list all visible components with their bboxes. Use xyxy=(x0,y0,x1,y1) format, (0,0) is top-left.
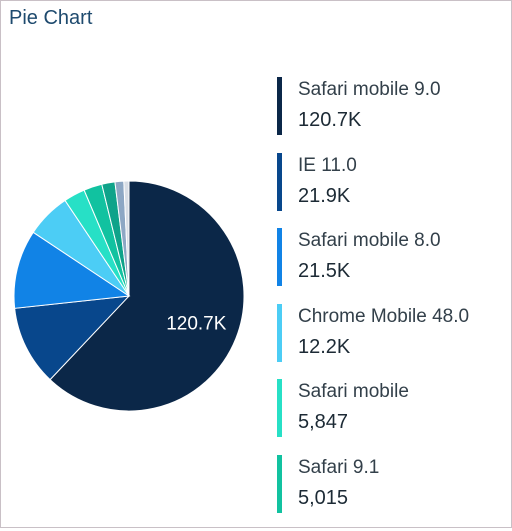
legend-swatch xyxy=(277,152,282,211)
legend-value: 120.7K xyxy=(298,109,362,131)
legend-label: Chrome Mobile 48.0 xyxy=(298,305,470,327)
legend-item[interactable]: Safari 9.1 5,015 xyxy=(277,454,511,513)
legend-item[interactable]: Safari mobile 9.0 120.7K xyxy=(277,77,511,135)
legend-swatch xyxy=(277,303,282,362)
pie-slice[interactable] xyxy=(49,180,245,412)
legend-item[interactable]: IE 11.0 21.9K xyxy=(277,152,511,211)
legend: Safari mobile 9.0 120.7K IE 11.0 21.9K S… xyxy=(277,77,511,531)
legend-label: Safari mobile xyxy=(298,381,409,403)
legend-label: IE 11.0 xyxy=(298,154,357,176)
legend-swatch xyxy=(277,77,282,135)
legend-value: 21.5K xyxy=(298,260,351,283)
slice-data-label: 120.7K xyxy=(166,314,227,335)
legend-label: Safari mobile 8.0 xyxy=(298,230,441,252)
pie-slice[interactable] xyxy=(123,180,130,297)
pie-slice[interactable] xyxy=(13,231,131,309)
pie-slice[interactable] xyxy=(14,295,131,381)
legend-label: Safari mobile 9.0 xyxy=(298,79,441,100)
legend-value: 5,847 xyxy=(298,411,349,434)
chart-title: Pie Chart xyxy=(9,7,93,29)
legend-swatch xyxy=(277,379,282,438)
pie-chart: 120.7K xyxy=(13,180,245,412)
legend-value: 5,015 xyxy=(298,486,349,509)
legend-item[interactable]: Safari mobile 8.0 21.5K xyxy=(277,228,511,287)
legend-swatch xyxy=(277,228,282,287)
legend-label: Safari 9.1 xyxy=(298,456,380,478)
legend-item[interactable]: Chrome Mobile 48.0 12.2K xyxy=(277,303,511,362)
legend-value: 12.2K xyxy=(298,335,351,358)
legend-swatch xyxy=(277,454,282,513)
legend-item[interactable]: Safari mobile 5,847 xyxy=(277,379,511,438)
legend-value: 21.9K xyxy=(298,184,351,207)
